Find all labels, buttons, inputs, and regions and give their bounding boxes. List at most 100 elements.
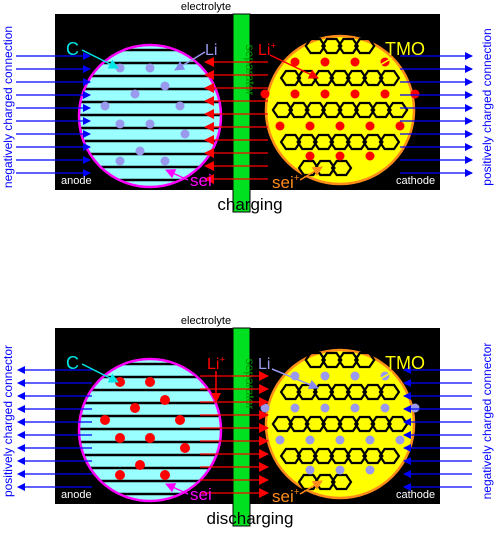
hexagon [279, 447, 302, 465]
ion [260, 403, 270, 413]
pointer [269, 54, 319, 79]
pointer [271, 368, 319, 390]
ion [145, 433, 155, 443]
panel-title: discharging [207, 509, 294, 528]
hexagon [386, 101, 409, 119]
ion [275, 121, 285, 131]
ion [350, 57, 360, 67]
ion [290, 89, 300, 99]
tmo-label: TMO [385, 39, 425, 59]
ion-label-charge: + [270, 41, 276, 52]
ion [365, 465, 375, 475]
ion [260, 89, 270, 99]
ion [395, 121, 405, 131]
hexagon [345, 383, 368, 401]
sei-cathode-label-base: sei [272, 487, 294, 506]
tmo-lattice [271, 37, 409, 177]
separator [232, 327, 251, 527]
ion [100, 415, 110, 425]
hexagon [271, 101, 294, 119]
hexagon [337, 101, 360, 119]
lithium-label: Li [258, 356, 270, 373]
electrolyte-label: electrolyte [181, 315, 231, 327]
cathode-label: cathode [396, 489, 435, 501]
hexagon [378, 447, 401, 465]
ion [175, 101, 185, 111]
separator-label: separator [243, 359, 257, 410]
hexagon [362, 69, 384, 87]
hexagon [296, 133, 318, 151]
sei-cathode-label-charge: + [294, 487, 300, 498]
tmo-lattice [271, 351, 409, 491]
hexagon [345, 69, 368, 87]
pointer [81, 49, 119, 69]
lithium-label: Li [205, 42, 217, 59]
ion [410, 403, 420, 413]
ion [115, 156, 125, 166]
hexagon [279, 383, 302, 401]
carbon-label: C [66, 39, 79, 59]
hexagon [370, 101, 392, 119]
pointer [299, 480, 323, 495]
hexagon [320, 37, 343, 55]
ion [365, 435, 375, 445]
ion [275, 435, 285, 445]
ion [320, 403, 330, 413]
hexagon [329, 133, 351, 151]
hexagon [378, 133, 401, 151]
ion [335, 151, 345, 161]
hexagon [345, 447, 368, 465]
ion [100, 101, 110, 111]
ion [365, 121, 375, 131]
ion [115, 119, 125, 129]
ion [145, 63, 155, 73]
hexagon [362, 133, 384, 151]
ion [395, 435, 405, 445]
cathode-label: cathode [396, 175, 435, 187]
ion [175, 415, 185, 425]
hexagon [271, 415, 294, 433]
ion [350, 371, 360, 381]
sei-label: sei [190, 485, 212, 504]
pointer [374, 371, 393, 383]
ion [320, 371, 330, 381]
hexagon [330, 159, 353, 177]
right-connection-label: positively charged connection [480, 28, 494, 185]
ion [130, 89, 140, 99]
pointer [165, 483, 189, 495]
hexagon [378, 383, 401, 401]
ion [290, 57, 300, 67]
anode-label: anode [61, 175, 92, 187]
ion [380, 89, 390, 99]
ion [160, 156, 170, 166]
hexagon [320, 351, 343, 369]
ion [410, 89, 420, 99]
electrolyte-label: electrolyte [181, 1, 231, 13]
hexagon [353, 351, 376, 369]
ion [115, 470, 125, 480]
panel-title: charging [217, 195, 282, 214]
pointer [174, 51, 206, 71]
separator-label: separator [243, 45, 257, 96]
pointer [165, 169, 189, 181]
ion [115, 433, 125, 443]
right-connection-label: negatively charged connector [480, 343, 494, 500]
pointer [81, 363, 119, 383]
hexagon [304, 415, 327, 433]
hexagon [370, 415, 392, 433]
ion [180, 129, 190, 139]
hexagon [337, 415, 360, 433]
hexagon [386, 415, 409, 433]
hexagon [337, 351, 360, 369]
hexagon [288, 101, 310, 119]
carbon-label: C [66, 353, 79, 373]
hexagon [320, 415, 343, 433]
sei-cathode-label: sei+ [272, 173, 300, 192]
hexagon [378, 69, 401, 87]
ion [290, 403, 300, 413]
hexagon [353, 37, 376, 55]
tmo-label: TMO [385, 353, 425, 373]
ion [335, 121, 345, 131]
ion [130, 403, 140, 413]
hexagon [337, 37, 360, 55]
